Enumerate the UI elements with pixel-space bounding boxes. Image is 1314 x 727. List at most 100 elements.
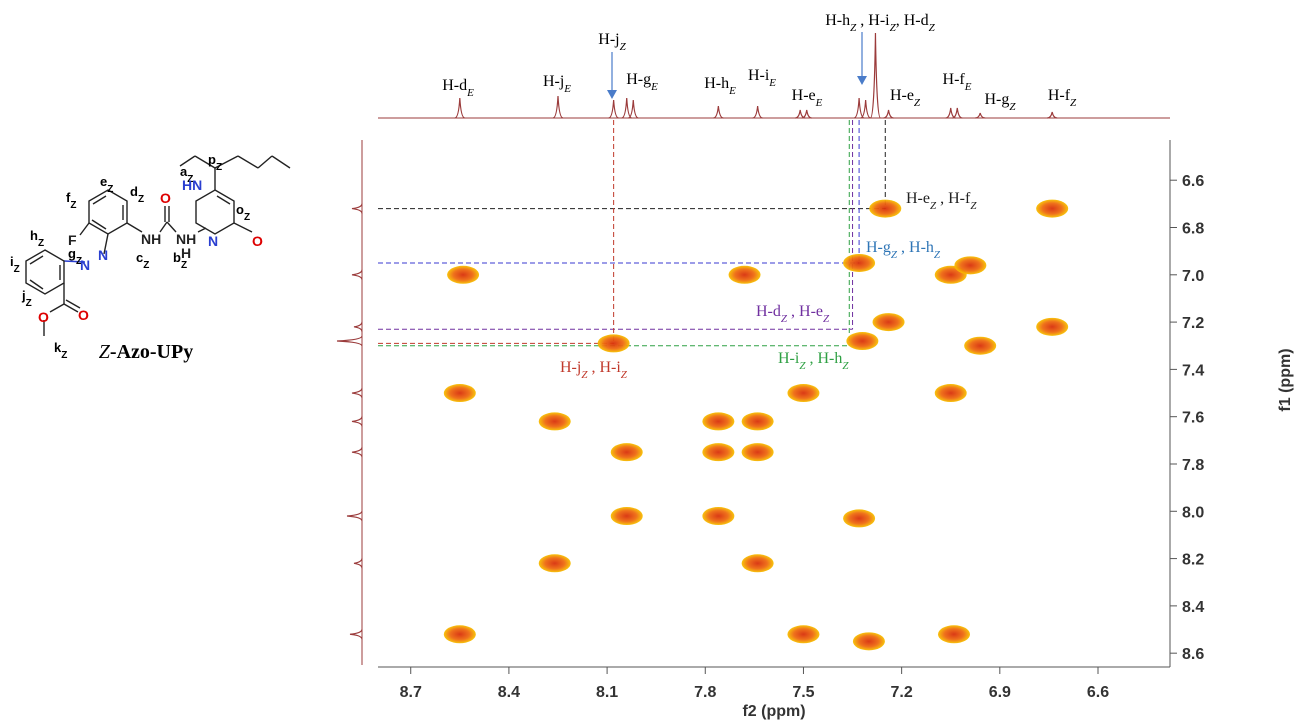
- subscript: Z: [70, 200, 76, 211]
- cross-peak: [741, 443, 774, 462]
- label-part: o: [236, 202, 244, 217]
- cross-peak: [938, 625, 970, 644]
- label-part: H-j: [560, 359, 581, 376]
- cross-peak: [597, 334, 630, 353]
- atom: O: [78, 307, 89, 323]
- atom-label: iZ: [10, 254, 20, 275]
- f1-projection-peak: [351, 416, 363, 427]
- subscript: E: [563, 83, 571, 95]
- atom-label: kZ: [54, 340, 67, 361]
- structure: [25, 155, 291, 336]
- x-tick-label: 8.1: [596, 684, 618, 701]
- cross-peak: [787, 384, 820, 403]
- name-bold: -Azo-UPy: [110, 341, 193, 363]
- f2-projection-peak: [552, 95, 564, 119]
- subscript: E: [728, 85, 736, 97]
- label: H-gZ , H-hZ: [866, 239, 941, 261]
- cross-peak: [702, 443, 735, 462]
- y-tick-label: 8.6: [1182, 646, 1204, 663]
- label-part: , H-e: [787, 303, 823, 320]
- cross-peak: [1036, 317, 1069, 336]
- label-part: , H-h: [805, 350, 842, 367]
- subscript: Z: [181, 260, 187, 271]
- f2-projection-peak: [454, 97, 466, 119]
- x-tick-label: 6.9: [989, 684, 1011, 701]
- cross-peak: [610, 443, 643, 462]
- label: H-dZ , H-eZ: [756, 303, 830, 325]
- arrow-head: [857, 76, 867, 85]
- x-tick-label: 7.8: [694, 684, 716, 701]
- f1-projection-peak: [351, 269, 363, 280]
- subscript: Z: [891, 249, 898, 261]
- atom-label: jZ: [21, 288, 32, 309]
- label-part: H-f: [943, 71, 966, 88]
- subscript: E: [964, 81, 972, 93]
- subscript: Z: [1070, 97, 1077, 109]
- f2-projection-peak: [752, 105, 763, 119]
- atom-label: fZ: [66, 190, 76, 211]
- subscript: Z: [799, 360, 806, 372]
- subscript: Z: [14, 264, 20, 275]
- label-part: H-d: [756, 303, 781, 320]
- cross-peak: [787, 625, 820, 644]
- label-part: a: [180, 164, 188, 179]
- y-tick-label: 7.0: [1182, 268, 1204, 285]
- label-part: , H-i: [587, 359, 621, 376]
- f1-projection-peak: [351, 387, 363, 399]
- compound-name: Z-Azo-UPy: [99, 341, 193, 363]
- atom-label: bZ: [173, 250, 187, 271]
- label: H-iZ , H-hZ: [778, 350, 849, 372]
- subscript: Z: [61, 350, 67, 361]
- x-tick-label: 8.4: [498, 684, 520, 701]
- label-part: H-i: [778, 350, 800, 367]
- atom: NH: [141, 231, 161, 247]
- atom: N: [80, 257, 90, 273]
- cross-peak: [852, 632, 885, 651]
- cross-peak: [934, 384, 967, 403]
- subscript: Z: [842, 360, 849, 372]
- subscript: Z: [850, 22, 857, 34]
- subscript: Z: [620, 41, 627, 53]
- cross-peak: [538, 412, 571, 431]
- y-tick-label: 8.0: [1182, 504, 1204, 521]
- label: H-iE: [748, 67, 776, 89]
- cross-peak: [538, 554, 571, 573]
- f1-projection-peak: [353, 558, 363, 569]
- subscript: Z: [930, 200, 937, 212]
- f2-projection-peak: [869, 32, 882, 119]
- cross-peak: [741, 412, 774, 431]
- atom-label: dZ: [130, 184, 144, 205]
- atom: N: [98, 247, 108, 263]
- label-part: H-e: [906, 190, 930, 207]
- label-part: H-f: [1048, 87, 1071, 104]
- cross-peak: [846, 332, 879, 351]
- label: H-eZ: [890, 87, 921, 109]
- atom-label: pZ: [208, 152, 222, 173]
- subscript: Z: [781, 313, 788, 325]
- y-tick-label: 8.2: [1182, 552, 1204, 569]
- x-tick-label: 7.5: [792, 684, 814, 701]
- label-part: b: [173, 250, 181, 265]
- label-part: H-e: [890, 87, 914, 104]
- arrow-head: [607, 90, 617, 99]
- f2-projection-peak: [713, 105, 724, 119]
- label: H-hE: [704, 75, 736, 97]
- subscript: Z: [581, 369, 588, 381]
- f1-projection-peak: [349, 629, 363, 640]
- label-part: H-j: [598, 31, 619, 48]
- label: H-jZ , H-iZ: [560, 359, 628, 381]
- atom: O: [252, 233, 263, 249]
- label-part: d: [130, 184, 138, 199]
- atom-label: cZ: [136, 250, 149, 271]
- subscript: Z: [970, 200, 977, 212]
- subscript: Z: [934, 249, 941, 261]
- x-tick-label: 6.6: [1087, 684, 1109, 701]
- cross-peak: [610, 507, 643, 526]
- label-part: c: [136, 250, 143, 265]
- subscript: Z: [244, 212, 250, 223]
- atom-label: eZ: [100, 174, 113, 195]
- label-part: H-e: [792, 87, 816, 104]
- y-tick-label: 6.6: [1182, 173, 1204, 190]
- cross-peak: [872, 313, 905, 332]
